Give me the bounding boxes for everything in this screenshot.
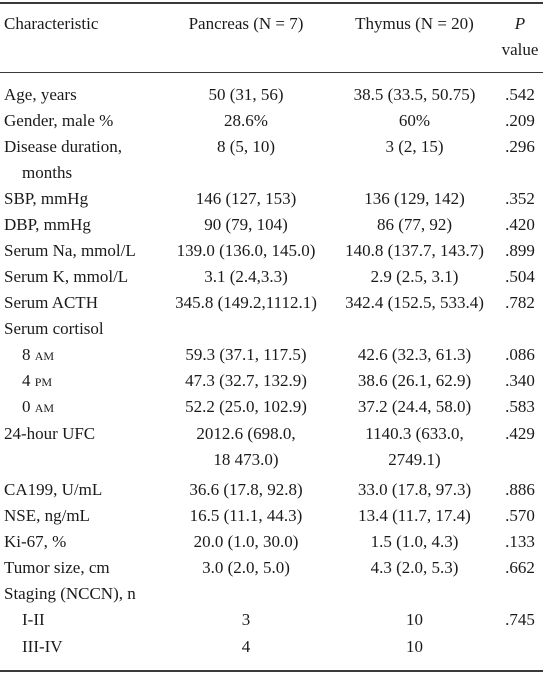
row-label-cont: months: [22, 163, 73, 182]
row-pancreas: 139.0 (136.0, 145.0): [176, 241, 316, 260]
top-rule: [0, 2, 543, 4]
row-label: Serum K, mmol/L: [4, 267, 129, 286]
row-label: Serum Na, mmol/L: [4, 241, 136, 260]
row-p: .886: [505, 480, 535, 499]
row-pancreas: 4: [241, 637, 251, 656]
row-pancreas: 2012.6 (698.0,: [196, 424, 296, 443]
row-pancreas: 8 (5, 10): [216, 137, 276, 156]
row-pancreas: 90 (79, 104): [204, 215, 288, 234]
row-thymus: 37.2 (24.4, 58.0): [357, 397, 472, 416]
row-label: Serum cortisol: [4, 319, 104, 338]
row-label: Disease duration,: [4, 137, 123, 156]
row-label: Staging (NCCN), n: [4, 584, 136, 603]
row-label: 24-hour UFC: [4, 424, 96, 443]
row-pancreas: 47.3 (32.7, 132.9): [185, 371, 307, 390]
row-label: I-II: [22, 610, 45, 629]
row-p: .583: [505, 397, 535, 416]
row-p: .570: [505, 506, 535, 525]
row-label: Serum ACTH: [4, 293, 98, 312]
row-pancreas: 52.2 (25.0, 102.9): [185, 397, 307, 416]
row-p: .899: [505, 241, 535, 260]
row-thymus: 1140.3 (633.0,: [365, 424, 464, 443]
row-thymus: 136 (129, 142): [364, 189, 465, 208]
header-characteristic: Characteristic: [4, 14, 99, 33]
row-thymus: 38.6 (26.1, 62.9): [357, 371, 472, 390]
row-p: .745: [505, 610, 535, 629]
header-p-value: value: [501, 40, 539, 59]
row-pancreas-cont: 18 473.0): [213, 450, 279, 469]
row-label: 0 am: [22, 397, 55, 416]
row-label: Ki-67, %: [4, 532, 67, 551]
row-label: DBP, mmHg: [4, 215, 91, 234]
row-thymus: 38.5 (33.5, 50.75): [353, 85, 476, 104]
header-pancreas: Pancreas (N = 7): [188, 14, 304, 33]
row-pancreas: 3.0 (2.0, 5.0): [202, 558, 290, 577]
row-p: .420: [505, 215, 535, 234]
row-pancreas: 3.1 (2.4,3.3): [204, 267, 288, 286]
row-thymus: 33.0 (17.8, 97.3): [357, 480, 472, 499]
row-thymus: 3 (2, 15): [385, 137, 444, 156]
row-pancreas: 36.6 (17.8, 92.8): [189, 480, 303, 499]
row-p: .296: [505, 137, 535, 156]
row-thymus: 4.3 (2.0, 5.3): [370, 558, 459, 577]
row-pancreas: 146 (127, 153): [195, 189, 297, 208]
row-thymus: 342.4 (152.5, 533.4): [345, 293, 484, 312]
row-label: 4 pm: [22, 371, 53, 390]
row-pancreas: 59.3 (37.1, 117.5): [185, 345, 307, 364]
row-pancreas: 3: [241, 610, 251, 629]
row-label: Tumor size, cm: [4, 558, 110, 577]
row-thymus: 10: [406, 637, 423, 656]
header-thymus: Thymus (N = 20): [355, 14, 474, 33]
row-thymus-cont: 2749.1): [388, 450, 441, 469]
header-rule: [0, 72, 543, 73]
row-p: .133: [505, 532, 535, 551]
row-thymus: 42.6 (32.3, 61.3): [357, 345, 472, 364]
row-label: Age, years: [4, 85, 77, 104]
row-label: SBP, mmHg: [4, 189, 89, 208]
row-label: 8 am: [22, 345, 55, 364]
row-pancreas: 28.6%: [224, 111, 268, 130]
row-pancreas: 16.5 (11.1, 44.3): [189, 506, 303, 525]
row-p: .209: [505, 111, 535, 130]
header-p: P: [514, 14, 526, 33]
row-label: III-IV: [22, 637, 63, 656]
row-label: Gender, male %: [4, 111, 114, 130]
row-p: .086: [505, 345, 535, 364]
bottom-rule: [0, 670, 543, 672]
row-p: .662: [505, 558, 535, 577]
row-thymus: 140.8 (137.7, 143.7): [345, 241, 484, 260]
row-pancreas: 345.8 (149.2,1112.1): [175, 293, 317, 312]
row-p: .429: [505, 424, 535, 443]
row-label: CA199, U/mL: [4, 480, 103, 499]
row-pancreas: 50 (31, 56): [208, 85, 284, 104]
row-thymus: 10: [406, 610, 423, 629]
row-p: .340: [505, 371, 535, 390]
row-pancreas: 20.0 (1.0, 30.0): [193, 532, 299, 551]
row-thymus: 13.4 (11.7, 17.4): [358, 506, 471, 525]
row-thymus: 86 (77, 92): [376, 215, 453, 234]
row-thymus: 2.9 (2.5, 3.1): [370, 267, 459, 286]
row-label: NSE, ng/mL: [4, 506, 90, 525]
row-thymus: 1.5 (1.0, 4.3): [370, 532, 459, 551]
row-p: .782: [505, 293, 535, 312]
row-p: .352: [505, 189, 535, 208]
row-thymus: 60%: [398, 111, 431, 130]
row-p: .542: [505, 85, 535, 104]
row-p: .504: [505, 267, 535, 286]
